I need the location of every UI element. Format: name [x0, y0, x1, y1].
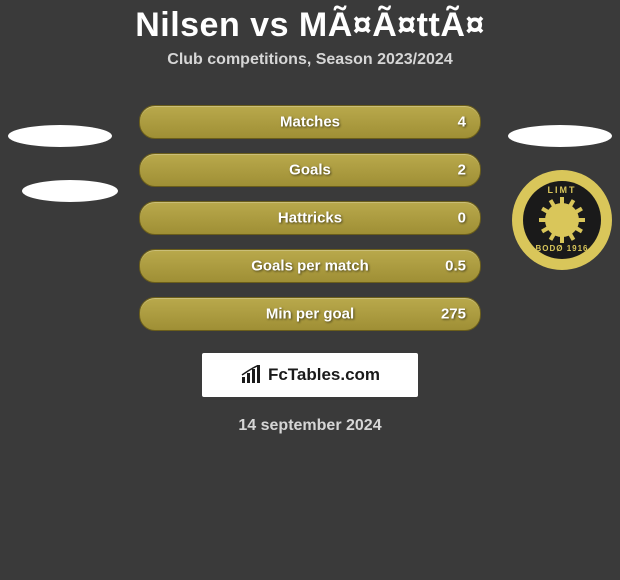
stat-label: Goals per match — [251, 258, 369, 275]
bar-chart-icon — [240, 365, 262, 385]
stat-value: 0.5 — [445, 258, 466, 275]
stat-list: Matches 4 Goals 2 Hattricks 0 Goals per … — [139, 105, 481, 331]
stat-row: Min per goal 275 — [139, 297, 481, 331]
branding-logo: FcTables.com — [202, 353, 418, 397]
infographic-container: Nilsen vs MÃ¤Ã¤ttÃ¤ Club competitions, S… — [0, 0, 620, 580]
player-placeholder-left-2 — [22, 180, 118, 202]
stat-row: Goals per match 0.5 — [139, 249, 481, 283]
club-badge-ring: LIMT BODØ 1916 — [512, 170, 612, 270]
stat-row: Goals 2 — [139, 153, 481, 187]
page-title: Nilsen vs MÃ¤Ã¤ttÃ¤ — [135, 6, 485, 45]
stat-label: Goals — [289, 162, 331, 179]
page-subtitle: Club competitions, Season 2023/2024 — [167, 51, 452, 69]
player-placeholder-left-1 — [8, 125, 112, 147]
player-placeholder-right — [508, 125, 612, 147]
stat-value: 0 — [458, 210, 466, 227]
stat-value: 4 — [458, 114, 466, 131]
stat-label: Hattricks — [278, 210, 342, 227]
date-text: 14 september 2024 — [238, 417, 381, 435]
club-badge-disc: LIMT BODØ 1916 — [523, 181, 601, 259]
branding-logo-text: FcTables.com — [268, 365, 380, 385]
stat-row: Hattricks 0 — [139, 201, 481, 235]
stat-label: Min per goal — [266, 306, 354, 323]
stat-value: 2 — [458, 162, 466, 179]
club-badge-text-top: LIMT — [523, 185, 601, 195]
club-badge-text-bottom: BODØ 1916 — [523, 244, 601, 253]
stat-label: Matches — [280, 114, 340, 131]
stat-row: Matches 4 — [139, 105, 481, 139]
club-badge: LIMT BODØ 1916 — [512, 170, 612, 270]
stat-value: 275 — [441, 306, 466, 323]
